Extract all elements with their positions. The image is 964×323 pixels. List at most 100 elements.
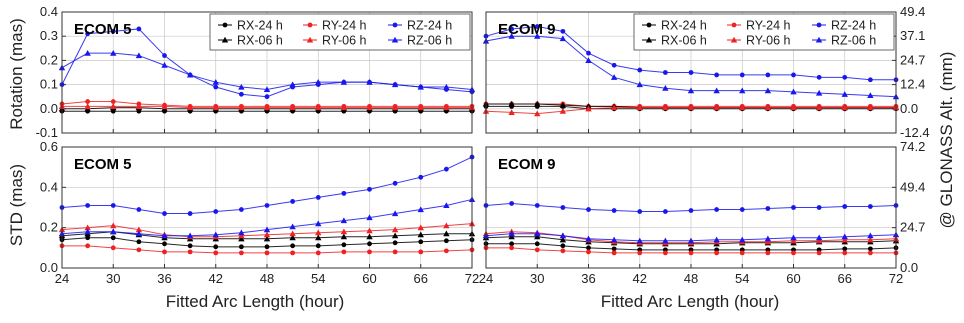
data-point — [213, 244, 219, 250]
data-point — [162, 241, 167, 247]
legend-label: RZ-06 h — [407, 34, 452, 48]
x-axis-title-left: Fitted Arc Length (hour) — [166, 292, 345, 311]
data-point — [739, 72, 745, 78]
data-point — [688, 250, 694, 256]
plot-frame — [61, 11, 473, 134]
legend: RX-24 h RY-24 h RZ-24 h RX-06 h RY-06 h RZ-06… — [209, 13, 471, 51]
y-axis-title-bottom: STD (mas) — [7, 164, 26, 246]
data-point — [636, 237, 643, 244]
x-tick-label: 36 — [581, 271, 595, 286]
x-tick-label: 60 — [786, 271, 800, 286]
data-point — [417, 83, 424, 90]
data-point — [186, 71, 194, 78]
data-point — [340, 233, 348, 240]
legend-marker — [815, 36, 823, 43]
data-point — [815, 104, 823, 111]
data-point — [213, 209, 219, 214]
panel-label: ECOM 5 — [74, 156, 132, 173]
data-point — [739, 207, 745, 212]
data-point — [85, 99, 91, 104]
data-point — [136, 247, 142, 253]
data-point — [443, 166, 449, 172]
data-point — [443, 83, 450, 90]
data-point — [637, 67, 643, 73]
legend-item: RX-06 h — [218, 34, 283, 48]
y-tick-label: 74.2 — [900, 139, 925, 154]
data-point — [559, 101, 567, 108]
x-tick-label: 54 — [735, 271, 749, 286]
data-point — [110, 222, 117, 229]
data-point — [559, 35, 567, 42]
data-point — [84, 228, 91, 235]
data-point — [739, 104, 746, 111]
data-point — [418, 249, 424, 255]
y-tick-label: 0.1 — [40, 77, 58, 92]
y-tick-label: 0.0 — [40, 260, 58, 275]
data-point — [791, 205, 796, 210]
data-point — [290, 199, 296, 204]
legend-item: RX-06 h — [642, 34, 707, 48]
data-point — [341, 242, 347, 248]
data-point — [315, 250, 321, 256]
x-tick-label: 72 — [889, 271, 903, 286]
data-point — [662, 85, 669, 91]
data-point — [764, 235, 772, 242]
data-point — [417, 231, 424, 238]
x-tick-label: 30 — [106, 271, 120, 286]
data-point — [263, 231, 271, 238]
y-tick-label: 0.4 — [40, 4, 58, 19]
legend-item: RZ-06 h — [812, 34, 876, 48]
data-point — [161, 232, 168, 239]
data-point — [238, 250, 244, 256]
data-point — [714, 207, 720, 212]
data-point — [366, 214, 373, 221]
legend: RX-24 h RY-24 h RZ-24 h RX-06 h RY-06 h RZ-06… — [633, 13, 895, 51]
y-axis-title-top: Rotation (mas) — [7, 18, 26, 129]
y-tick-label: 0.6 — [40, 139, 58, 154]
legend-marker — [646, 22, 652, 28]
legend-item: RY-06 h — [727, 34, 791, 48]
data-point — [366, 104, 373, 111]
data-point — [559, 232, 567, 239]
data-point — [135, 52, 143, 59]
data-point — [765, 206, 771, 211]
data-point — [534, 233, 541, 240]
data-point — [637, 209, 643, 214]
data-point — [110, 99, 116, 104]
data-point — [264, 94, 270, 100]
legend-marker — [731, 22, 737, 28]
data-point — [187, 249, 193, 255]
legend-marker — [391, 36, 399, 43]
data-point — [212, 78, 219, 85]
x-tick-label: 48 — [684, 271, 698, 286]
data-point — [417, 104, 424, 111]
legend-item: RX-24 h — [218, 19, 283, 33]
data-point — [662, 70, 668, 75]
data-point — [841, 91, 848, 97]
data-point — [508, 100, 515, 107]
data-point — [815, 234, 823, 241]
data-point — [611, 62, 617, 68]
data-point — [739, 236, 746, 243]
data-point — [841, 233, 848, 240]
data-point — [110, 245, 116, 251]
x-tick-label: 72 — [465, 271, 479, 286]
y-tick-label: 0.0 — [900, 260, 918, 275]
data-point — [560, 28, 566, 34]
legend-item: RZ-24 h — [812, 19, 876, 33]
data-point — [867, 204, 873, 209]
data-point — [366, 78, 373, 85]
data-point — [263, 104, 271, 111]
data-point — [162, 211, 167, 216]
data-point — [264, 250, 270, 256]
data-point — [586, 50, 591, 56]
data-point — [238, 91, 244, 97]
data-point — [315, 220, 322, 227]
data-point — [264, 203, 270, 208]
data-point — [560, 205, 566, 210]
data-point — [84, 103, 91, 109]
data-point — [815, 237, 823, 244]
data-point — [212, 104, 219, 111]
data-point — [161, 62, 168, 68]
y-tick-label: -12.4 — [900, 125, 930, 140]
